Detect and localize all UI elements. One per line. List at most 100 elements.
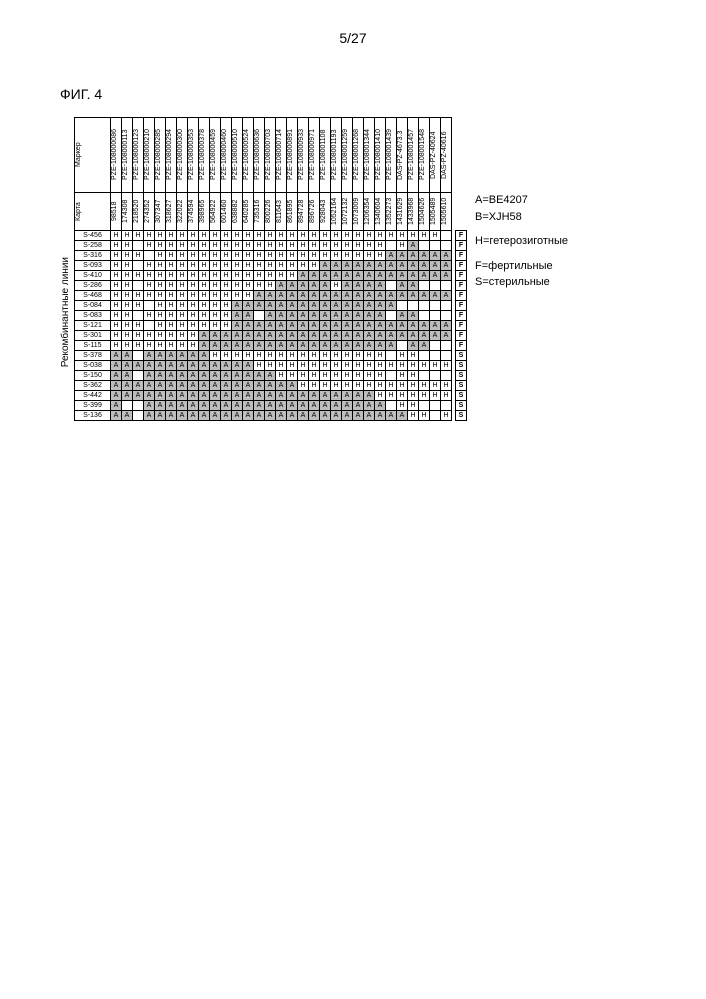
genotype-cell: H <box>254 281 265 291</box>
genotype-cell: A <box>276 301 287 311</box>
genotype-cell: A <box>232 411 243 421</box>
genotype-cell: H <box>122 331 133 341</box>
genotype-cell: H <box>199 311 210 321</box>
genotype-cell: A <box>342 301 353 311</box>
genotype-cell: A <box>342 411 353 421</box>
genotype-cell: A <box>276 281 287 291</box>
genotype-cell: A <box>177 361 188 371</box>
genotype-cell: H <box>265 361 276 371</box>
genotype-cell: A <box>243 301 254 311</box>
genotype-cell: A <box>298 281 309 291</box>
genotype-cell: A <box>430 251 441 261</box>
genotype-cell: H <box>298 361 309 371</box>
genotype-cell: A <box>430 321 441 331</box>
marker-header: PZE-108001108 <box>320 118 331 193</box>
row-label: S-468 <box>75 291 111 301</box>
genotype-cell: A <box>254 391 265 401</box>
genotype-cell: A <box>309 291 320 301</box>
genotype-cell: H <box>375 241 386 251</box>
karta-value: 218520 <box>133 193 144 231</box>
genotype-cell: A <box>188 351 199 361</box>
genotype-cell: A <box>265 341 276 351</box>
karta-value: 174308 <box>122 193 133 231</box>
marker-header: PZE-108000294 <box>166 118 177 193</box>
row-label: S-456 <box>75 231 111 241</box>
genotype-cell <box>441 241 452 251</box>
genotype-cell: A <box>331 331 342 341</box>
genotype-cell: A <box>243 321 254 331</box>
karta-value: 1052164 <box>331 193 342 231</box>
result-cell: S <box>456 371 467 381</box>
genotype-cell: H <box>287 231 298 241</box>
genotype-cell: H <box>144 311 155 321</box>
genotype-cell: H <box>309 351 320 361</box>
genotype-cell: A <box>353 261 364 271</box>
genotype-cell: H <box>320 251 331 261</box>
genotype-cell: H <box>254 361 265 371</box>
genotype-cell: A <box>375 291 386 301</box>
genotype-cell <box>419 241 430 251</box>
genotype-cell: A <box>419 331 430 341</box>
genotype-cell: H <box>320 231 331 241</box>
genotype-cell: H <box>397 391 408 401</box>
result-cell: F <box>456 281 467 291</box>
genotype-cell: H <box>419 411 430 421</box>
row-label: S-286 <box>75 281 111 291</box>
genotype-cell: H <box>331 361 342 371</box>
genotype-cell: H <box>254 231 265 241</box>
row-label: S-115 <box>75 341 111 351</box>
genotype-cell: A <box>177 371 188 381</box>
karta-value: 735316 <box>254 193 265 231</box>
genotype-cell: A <box>397 291 408 301</box>
genotype-cell: A <box>353 301 364 311</box>
genotype-cell: A <box>122 361 133 371</box>
genotype-cell: A <box>353 281 364 291</box>
genotype-cell <box>441 351 452 361</box>
genotype-cell: H <box>265 351 276 361</box>
genotype-cell: H <box>122 311 133 321</box>
genotype-cell: A <box>331 261 342 271</box>
genotype-cell: H <box>408 361 419 371</box>
genotype-cell: A <box>199 401 210 411</box>
karta-value: 1340604 <box>375 193 386 231</box>
genotype-cell: A <box>155 411 166 421</box>
karta-value: 318627 <box>166 193 177 231</box>
result-cell: S <box>456 351 467 361</box>
genotype-cell: H <box>199 281 210 291</box>
genotype-cell: H <box>177 331 188 341</box>
genotype-cell: A <box>408 291 419 301</box>
genotype-cell: A <box>320 321 331 331</box>
genotype-cell <box>430 281 441 291</box>
genotype-cell <box>133 401 144 411</box>
genotype-cell: A <box>221 391 232 401</box>
genotype-cell: A <box>144 351 155 361</box>
genotype-cell: A <box>397 411 408 421</box>
genotype-cell: A <box>430 261 441 271</box>
genotype-cell: A <box>331 321 342 331</box>
genotype-cell: H <box>287 271 298 281</box>
genotype-cell: H <box>155 341 166 351</box>
genotype-cell: H <box>276 241 287 251</box>
genotype-cell: A <box>276 391 287 401</box>
genotype-cell: A <box>243 401 254 411</box>
genotype-cell: H <box>342 371 353 381</box>
genotype-cell: A <box>155 391 166 401</box>
genotype-cell: H <box>144 291 155 301</box>
genotype-cell: H <box>122 321 133 331</box>
genotype-cell: A <box>397 271 408 281</box>
figure-label: ФИГ. 4 <box>60 86 646 102</box>
genotype-cell: H <box>232 261 243 271</box>
genotype-cell: H <box>265 241 276 251</box>
genotype-cell: A <box>375 321 386 331</box>
genotype-cell: H <box>386 231 397 241</box>
genotype-cell: A <box>298 411 309 421</box>
genotype-cell: A <box>210 411 221 421</box>
genotype-cell: A <box>342 261 353 271</box>
genotype-cell: A <box>441 331 452 341</box>
genotype-cell: A <box>320 311 331 321</box>
genotype-cell: H <box>166 271 177 281</box>
genotype-cell: H <box>441 411 452 421</box>
genotype-cell: A <box>320 301 331 311</box>
genotype-cell: A <box>243 331 254 341</box>
genotype-cell: H <box>210 301 221 311</box>
